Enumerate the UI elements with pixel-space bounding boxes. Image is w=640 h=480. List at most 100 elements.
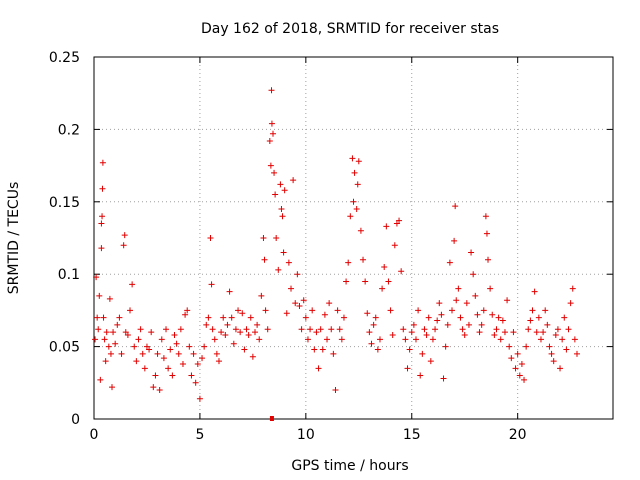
data-point [387,307,394,314]
data-point [277,181,284,188]
data-point [199,355,206,362]
data-point [148,329,155,336]
data-point [527,317,534,324]
data-point [459,326,466,333]
y-tick-label: 0.15 [49,195,80,211]
data-point [542,307,549,314]
data-point [461,332,468,339]
data-point [105,343,112,350]
data-point [529,307,536,314]
data-point [109,384,116,391]
x-tick-labels: 0 5 10 15 20 [90,427,527,443]
data-point [533,329,540,336]
data-point [124,332,131,339]
data-point [239,310,246,317]
data-point [557,365,564,372]
data-point [525,326,532,333]
data-point [357,227,364,234]
data-point [228,314,235,321]
data-point [319,346,326,353]
data-point [218,329,225,336]
data-point [349,155,356,162]
data-point [96,292,103,299]
data-point [271,169,278,176]
data-point [247,314,254,321]
data-point [260,235,267,241]
data-point [160,355,167,362]
data-point [379,285,386,292]
y-tick-label: 0.25 [49,50,80,66]
data-point [268,120,275,127]
data-point [97,376,104,383]
data-point [391,242,398,249]
grid-lines [94,57,613,419]
data-point [226,288,233,295]
data-point [208,281,215,288]
data-point [366,329,373,336]
data-point [495,314,502,321]
data-point [338,336,345,343]
data-point [194,360,201,367]
data-point [472,292,479,299]
data-point [94,314,101,321]
data-point [127,307,134,314]
data-point [169,372,176,379]
data-point [573,350,580,357]
data-point [267,162,274,169]
data-point [173,340,180,347]
data-point [523,343,530,350]
data-point [114,321,121,328]
data-point [376,336,383,343]
data-point [374,346,381,353]
data-point [398,268,405,275]
data-point [232,326,239,333]
data-point [402,336,409,343]
data-point [309,307,316,314]
data-point [483,230,490,237]
data-point [294,271,301,278]
data-point [423,332,430,339]
x-axis-label: GPS time / hours [291,458,408,474]
data-point [499,317,506,324]
data-point [340,314,347,321]
data-point [468,249,475,256]
data-point [497,336,504,343]
data-point [417,372,424,379]
data-point [470,271,477,278]
data-point [211,336,218,343]
data-point [288,285,295,292]
data-point [95,326,102,333]
data-point [518,360,525,367]
data-point [332,387,339,394]
data-point [254,321,261,328]
data-point [385,278,392,285]
data-point [561,314,568,321]
data-point [510,329,517,336]
data-point [410,321,417,328]
data-point [107,350,114,357]
data-point [304,336,311,343]
data-point [222,332,229,339]
data-point [546,343,553,350]
data-point [476,329,483,336]
data-point [432,326,439,333]
y-tick-labels: 0 0.05 0.1 0.15 0.2 0.25 [49,50,80,428]
data-point [412,336,419,343]
data-point [550,358,557,365]
data-point [258,292,265,299]
data-point [213,350,220,357]
data-point [425,314,432,321]
data-point [493,326,500,333]
data-point [326,300,333,307]
data-point [383,223,390,230]
data-point [99,213,106,220]
data-point [249,353,256,360]
x-tick-label: 0 [90,427,99,443]
data-point [150,384,157,391]
data-point [266,137,273,144]
data-point [280,249,287,256]
axis-marker [269,416,274,421]
data-point [188,372,195,379]
data-point [93,274,100,281]
